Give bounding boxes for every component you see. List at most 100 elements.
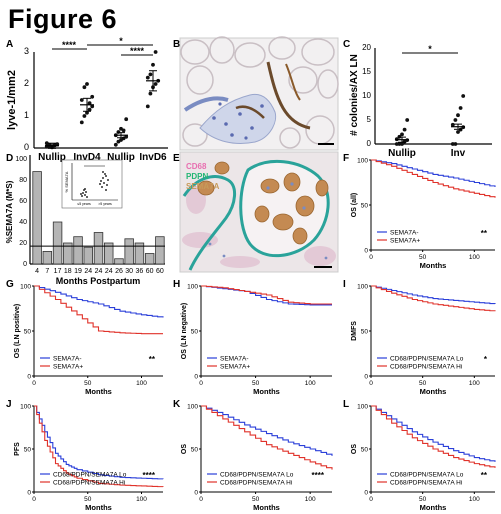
data-point <box>145 104 150 109</box>
legend-label: CD68/PDPN/SEMA7A Lo <box>390 472 464 479</box>
panel-c-ytick: 0 <box>367 139 372 148</box>
x-tick-label: 0 <box>199 380 203 387</box>
panel-h-chart: H OS (LN negative) 0 50 100 0 50 100 Months SEMA7… <box>173 279 332 396</box>
data-point <box>450 122 455 127</box>
panel-d-yticks: 0 20 40 60 80 100 <box>15 156 27 268</box>
x-tick-label: 100 <box>305 496 316 503</box>
bar <box>124 238 134 265</box>
y-tick-label: 100 <box>187 404 198 411</box>
stain-label-cd68: CD68 <box>186 162 207 171</box>
axis-label-x: Months <box>420 503 447 512</box>
data-point <box>90 104 95 109</box>
data-point <box>461 94 466 98</box>
x-tick-label: 50 <box>419 380 427 387</box>
axis-label-x: Months <box>85 503 112 512</box>
panel-c-xtick: Inv <box>451 148 466 159</box>
panel-c-xtick: Nullip <box>388 148 416 159</box>
x-tick-label: 100 <box>469 380 480 387</box>
y-tick-label: 0 <box>27 490 31 497</box>
panel-c-ytick: 5 <box>367 115 372 124</box>
series-line-low <box>201 405 333 456</box>
series-line-high <box>371 159 496 198</box>
y-tick-label: 100 <box>357 158 368 165</box>
panel-a-xtick: InvD6 <box>139 152 167 163</box>
adipocyte-outlines <box>180 36 339 149</box>
panel-a-ytick: 2 <box>24 78 29 88</box>
panel-d-xtick: 60 <box>146 268 154 275</box>
legend-label: CD68/PDPN/SEMA7A Hi <box>390 364 462 371</box>
panel-d-ytick: 20 <box>19 240 27 247</box>
series-line-high <box>371 285 496 312</box>
tissue-region <box>199 93 277 144</box>
legend-label: CD68/PDPN/SEMA7A Lo <box>53 472 127 479</box>
panel-d-ylabel: %SEMA7A (M*S) <box>5 180 14 243</box>
panel-a-letter: A <box>6 39 13 50</box>
data-point <box>397 142 402 146</box>
data-point <box>116 130 121 134</box>
legend-label: SEMA7A+ <box>53 364 83 371</box>
significance-label: ** <box>481 229 488 238</box>
panel-c-ytick: 20 <box>362 43 371 52</box>
panel-d-xtick: 24 <box>95 268 103 275</box>
panel-d-inset: % SEMA7A ≤5 years >5 years <box>61 159 123 209</box>
data-point <box>124 134 129 139</box>
series-line-low <box>371 285 496 305</box>
sig-label: **** <box>62 40 77 50</box>
panel-f-letter: F <box>343 153 349 164</box>
panel-d-ytick: 100 <box>15 156 27 163</box>
significance-label: **** <box>312 471 325 480</box>
y-tick-label: 0 <box>194 374 198 381</box>
panel-d-xtick: 36 <box>136 268 144 275</box>
panel-c-yticks: 0 5 10 15 20 <box>362 43 371 148</box>
panel-a-xtick: Nullip <box>38 152 66 163</box>
panel-j-letter: J <box>6 399 12 410</box>
panel-g-chart: G OS (LN positive) 0 50 100 0 50 100 Months ** SEM… <box>6 279 164 396</box>
significance-label: * <box>484 355 488 364</box>
x-tick-label: 50 <box>252 496 260 503</box>
bar <box>32 171 42 265</box>
panel-a-ytick: 3 <box>24 46 29 56</box>
data-point <box>79 120 84 125</box>
inset-dots <box>80 171 109 198</box>
series-line-low <box>34 285 164 318</box>
bar <box>114 258 124 265</box>
axis-label-y: OS (LN negative) <box>181 303 188 359</box>
panel-h-letter: H <box>173 279 180 290</box>
panel-c-ylabel: # colonies/AX LN <box>349 54 360 136</box>
y-tick-label: 50 <box>191 329 199 336</box>
data-point <box>148 72 153 77</box>
y-tick-label: 50 <box>24 447 32 454</box>
data-point <box>458 106 463 110</box>
lyve1-stained-vessel <box>285 63 301 101</box>
x-tick-label: 100 <box>136 380 147 387</box>
inset-frame <box>61 159 123 209</box>
legend-label: CD68/PDPN/SEMA7A Hi <box>220 480 292 487</box>
bar <box>134 242 145 265</box>
x-tick-label: 0 <box>32 380 36 387</box>
panel-g-letter: G <box>6 279 14 290</box>
panel-a-ylabel: lyve-1/mm2 <box>6 70 18 130</box>
lyve1-stained-vessel <box>235 105 265 119</box>
legend-label: SEMA7A- <box>390 230 419 237</box>
y-tick-label: 0 <box>194 490 198 497</box>
panel-a-yticks: 0 1 2 3 <box>24 46 29 152</box>
data-point <box>151 62 155 67</box>
y-tick-label: 50 <box>361 203 369 210</box>
x-tick-label: 50 <box>419 496 427 503</box>
data-point <box>124 117 129 122</box>
axis-label-x: Months <box>420 387 447 396</box>
legend-label: SEMA7A- <box>220 356 249 363</box>
panel-d-xtick: 26 <box>115 268 123 275</box>
data-point <box>402 127 407 132</box>
tissue-texture <box>182 186 336 268</box>
axis-label-y: OS <box>181 444 188 454</box>
data-point <box>153 82 158 86</box>
series-line-low <box>371 405 496 462</box>
y-tick-label: 0 <box>364 374 368 381</box>
data-point <box>87 107 92 112</box>
panel-k-chart: K OS 0 50 100 0 50 100 Months **** CD68/PDPN/SEMA7… <box>173 399 333 512</box>
panel-b-micrograph <box>179 36 339 151</box>
data-point <box>456 130 460 134</box>
y-tick-label: 100 <box>20 404 31 411</box>
panel-k-letter: K <box>173 399 181 410</box>
